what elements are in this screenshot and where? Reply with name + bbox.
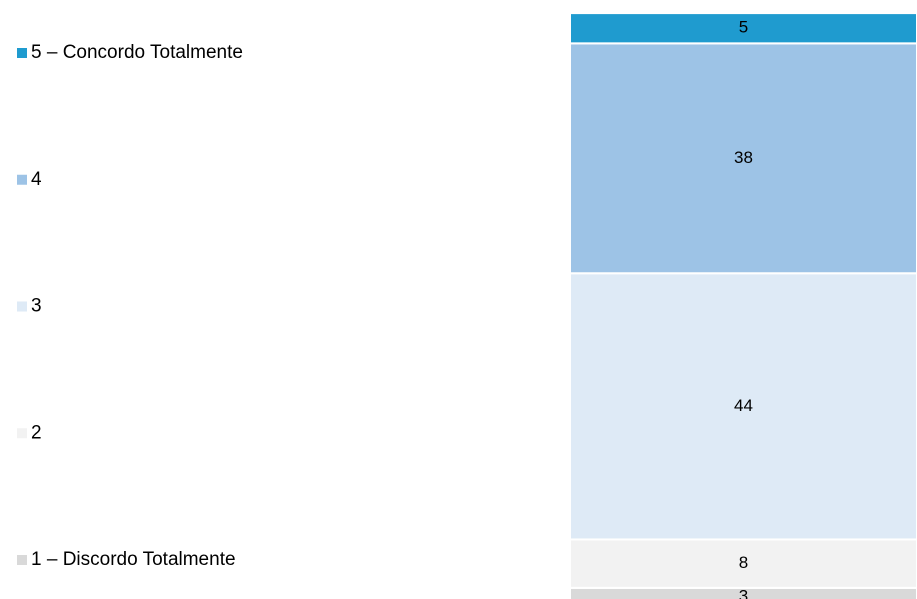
legend-swatch <box>17 428 27 439</box>
legend-label: 4 <box>31 169 42 190</box>
legend-swatch <box>17 48 27 58</box>
bar-segment <box>569 272 917 541</box>
data-label: 44 <box>734 396 753 415</box>
legend-swatch <box>17 555 27 565</box>
data-label: 38 <box>734 148 753 167</box>
bar-segment <box>569 538 917 589</box>
legend-swatch <box>17 174 27 185</box>
legend-label: 5 – Concordo Totalmente <box>31 42 243 63</box>
bar-segment <box>569 12 917 45</box>
legend-label: 3 <box>31 296 42 317</box>
data-label: 3 <box>739 586 748 599</box>
bar-segment <box>569 42 917 275</box>
legend-swatch <box>17 301 27 312</box>
legend-label: 2 <box>31 422 42 443</box>
data-label: 8 <box>739 553 748 572</box>
data-label: 5 <box>739 18 748 37</box>
legend-label: 1 – Discordo Totalmente <box>31 549 236 570</box>
